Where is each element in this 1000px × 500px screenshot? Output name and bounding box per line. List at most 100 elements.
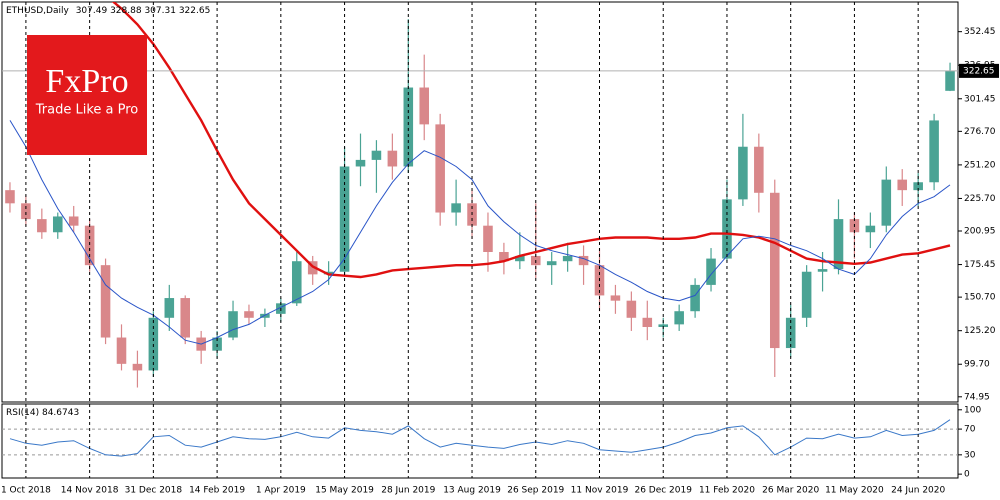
candle-body: [323, 271, 334, 275]
y-tick-label: 125.20: [964, 326, 996, 336]
y-tick-label: 301.45: [964, 94, 996, 104]
candle-body: [228, 311, 238, 338]
candle-body: [52, 216, 63, 233]
x-tick-label: 26 Mar 2020: [762, 486, 819, 496]
candle-body: [722, 199, 732, 259]
candle-body: [881, 179, 892, 226]
candle-body: [945, 70, 955, 91]
candle-body: [801, 271, 812, 318]
x-tick-label: 14 Feb 2019: [189, 486, 245, 496]
y-tick-label: 352.45: [964, 27, 996, 37]
x-tick-label: 15 May 2019: [315, 486, 374, 496]
moving-average: [9, 120, 951, 345]
y-tick-label: 100: [964, 405, 981, 415]
last-open: 307.49: [76, 6, 108, 16]
candle-body: [865, 225, 876, 233]
logo-tagline: Trade Like a Pro: [35, 103, 139, 118]
candle-body: [706, 258, 716, 285]
last-price-label: 322.65: [963, 66, 995, 76]
last-close: 322.65: [179, 6, 211, 16]
last-high: 328.88: [110, 6, 142, 16]
candle-body: [100, 265, 111, 338]
x-tick-label: 28 Jun 2019: [381, 486, 435, 496]
x-tick-label: 11 Nov 2019: [571, 486, 629, 496]
candle-body: [244, 311, 254, 318]
rsi-panel: [1, 403, 959, 479]
candle-body: [116, 337, 127, 364]
candle-body: [68, 216, 79, 226]
x-tick-label: 31 Dec 2018: [125, 486, 183, 496]
rsi-line: [9, 419, 951, 457]
y-tick-label: 225.70: [964, 194, 996, 204]
candle-body: [658, 324, 669, 327]
candle-body: [180, 298, 191, 338]
rsi-name: RSI(14): [6, 408, 39, 418]
candle-body: [690, 284, 700, 312]
x-tick-label: 11 May 2020: [825, 486, 884, 496]
candle-body: [132, 363, 143, 371]
candle-body: [403, 87, 414, 167]
y-tick-label: 0: [964, 470, 970, 480]
candle-body: [626, 300, 637, 318]
moving-average: [111, 2, 951, 279]
candle-body: [37, 219, 47, 233]
x-tick-label: 1 Apr 2019: [256, 486, 306, 496]
rsi-plot: [2, 419, 958, 457]
candle-body: [451, 203, 461, 213]
rsi-title: RSI(14) 84.6743: [6, 408, 79, 418]
y-tick-label: 150.70: [964, 293, 996, 303]
last-price-box: [959, 63, 999, 78]
y-tick-label: 74.95: [964, 392, 990, 402]
candle-body: [578, 255, 589, 266]
candle-body: [913, 182, 923, 191]
candle-body: [260, 313, 270, 318]
x-tick-label: 26 Sep 2019: [507, 486, 564, 496]
last-low: 307.31: [144, 6, 176, 16]
chart-title: ETHUSD,Daily 307.49 328.88 307.31 322.65: [6, 6, 210, 16]
candle-body: [483, 225, 493, 252]
y-tick-label: 99.70: [964, 360, 990, 370]
logo-brand: FxPro: [45, 63, 128, 100]
x-tick-label: 13 Aug 2019: [443, 486, 501, 496]
candle-body: [419, 87, 430, 125]
candle-body: [642, 317, 653, 327]
candle-body: [817, 269, 828, 272]
x-tick-label: 24 Jun 2020: [891, 486, 945, 496]
candle-body: [769, 192, 780, 349]
candle-body: [897, 179, 908, 191]
x-tick-label: 1 Oct 2018: [1, 486, 51, 496]
candle-body: [164, 298, 175, 318]
y-tick-label: 70: [964, 425, 976, 435]
candle-body: [5, 190, 15, 204]
candle-body: [562, 255, 573, 262]
candle-body: [738, 146, 748, 200]
candle-body: [371, 150, 382, 160]
x-tick-label: 11 Feb 2020: [699, 486, 755, 496]
candle-body: [515, 255, 525, 262]
candle-body: [499, 252, 509, 262]
candle-body: [546, 261, 557, 266]
candle-body: [929, 120, 939, 183]
candle-body: [674, 311, 684, 325]
y-tick-label: 30: [964, 450, 976, 460]
main-panel: [1, 1, 959, 403]
y-tick-label: 175.45: [964, 260, 996, 270]
candle-body: [435, 124, 445, 213]
candle-body: [84, 225, 95, 266]
candle-body: [21, 203, 31, 220]
y-tick-label: 200.95: [964, 227, 996, 237]
candle-body: [833, 219, 844, 270]
candle-body: [355, 159, 366, 167]
symbol: ETHUSD,Daily: [6, 6, 69, 16]
candle-body: [610, 295, 621, 301]
y-tick-label: 251.20: [964, 160, 996, 170]
candle-body: [387, 150, 398, 167]
logo-box: [27, 35, 147, 155]
candle-body: [754, 146, 764, 193]
x-tick-label: 26 Dec 2019: [634, 486, 692, 496]
y-tick-label: 276.70: [964, 127, 996, 137]
x-tick-label: 14 Nov 2018: [61, 486, 119, 496]
